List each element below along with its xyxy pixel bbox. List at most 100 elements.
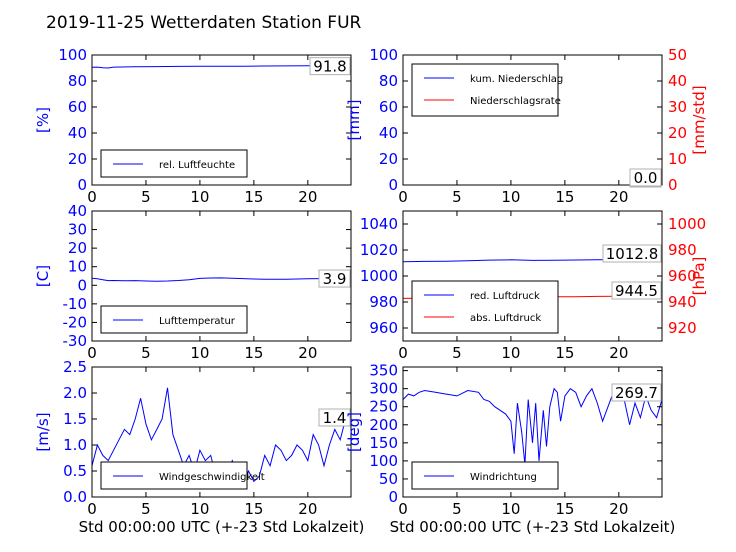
x-tick-label: 5 <box>141 500 151 518</box>
y-tick-label: 980 <box>369 293 398 311</box>
x-tick-label: 0 <box>87 188 97 206</box>
legend-label: red. Luftdruck <box>470 291 540 302</box>
y-axis-label: [C] <box>34 265 52 287</box>
legend-label: Niederschlagsrate <box>470 96 561 107</box>
legend-precipitation <box>411 63 559 117</box>
x-tick-label: 15 <box>555 344 574 362</box>
current-value-humidity-box <box>309 57 351 76</box>
current-value-humidity: 91.8 <box>313 58 346 76</box>
x-tick-label: 5 <box>452 344 462 362</box>
chart-title: 2019-11-25 Wetterdaten Station FUR <box>46 13 362 33</box>
x-tick-label: 0 <box>398 188 408 206</box>
x-tick-label: 20 <box>298 500 317 518</box>
x-tick-label: 5 <box>141 344 151 362</box>
y2-tick-label: 10 <box>668 150 687 168</box>
y-tick-label: 60 <box>68 98 87 116</box>
y-tick-label: 100 <box>369 46 398 64</box>
y2-axis-label: [mm/std] <box>690 85 708 154</box>
y-tick-label: 2.0 <box>63 384 87 402</box>
y-tick-label: 250 <box>369 398 398 416</box>
current-value-windspeed-box <box>318 408 351 427</box>
current-value-pressure-box <box>602 244 662 263</box>
legend-label: kum. Niederschlag <box>470 74 563 85</box>
x-tick-label: 10 <box>190 500 209 518</box>
y-axis-label: [mm] <box>345 100 363 141</box>
y2-tick-label: 1000 <box>668 215 706 233</box>
y-tick-label: 20 <box>68 239 87 257</box>
legend-label: abs. Luftdruck <box>470 313 541 324</box>
current-value-temperature: 3.9 <box>323 270 347 288</box>
y-tick-label: 1000 <box>360 267 398 285</box>
y-tick-label: 1.0 <box>63 436 87 454</box>
x-tick-label: 5 <box>141 188 151 206</box>
series-line-humidity-0 <box>91 65 352 69</box>
current-value-pressure: 1012.8 <box>606 245 659 263</box>
y-tick-label: 0 <box>388 176 398 194</box>
y-tick-label: 80 <box>379 72 398 90</box>
y-tick-label: 300 <box>369 380 398 398</box>
x-tick-label: 20 <box>609 500 628 518</box>
x-tick-label: 0 <box>87 500 97 518</box>
y2-tick-label: 940 <box>668 293 697 311</box>
y2-tick-label: 980 <box>668 241 697 259</box>
current-value-precipitation-box <box>629 168 662 187</box>
plot-frame-precipitation <box>402 54 663 186</box>
y-tick-label: 40 <box>68 124 87 142</box>
legend-pressure <box>411 280 559 334</box>
x-tick-label: 15 <box>555 500 574 518</box>
y2-tick-label: 0 <box>668 176 678 194</box>
x-tick-label: 0 <box>87 344 97 362</box>
y-axis-label: [%] <box>34 107 52 133</box>
x-tick-label: 10 <box>501 188 520 206</box>
legend-label: Windrichtung <box>470 472 537 483</box>
y-tick-label: 0 <box>77 176 87 194</box>
current-value-pressure-right-box <box>611 281 662 300</box>
y-tick-label: 0.0 <box>63 488 87 506</box>
y-tick-label: -30 <box>63 332 88 350</box>
y-tick-label: 350 <box>369 362 398 380</box>
plot-frame-humidity <box>91 54 352 186</box>
y-axis-label: [m/s] <box>34 412 52 451</box>
plot-frame-winddirection <box>402 366 663 498</box>
y-tick-label: 50 <box>379 470 398 488</box>
current-value-pressure-right: 944.5 <box>615 282 658 300</box>
x-tick-label: 20 <box>609 344 628 362</box>
x-tick-label: 0 <box>398 500 408 518</box>
y-tick-label: 20 <box>379 150 398 168</box>
y-tick-label: 0 <box>77 276 87 294</box>
y-tick-label: 1020 <box>360 241 398 259</box>
current-value-temperature-box <box>318 269 351 288</box>
y-tick-label: 20 <box>68 150 87 168</box>
y-tick-label: 150 <box>369 434 398 452</box>
y-tick-label: 200 <box>369 416 398 434</box>
y2-tick-label: 920 <box>668 319 697 337</box>
y2-tick-label: 30 <box>668 98 687 116</box>
y2-tick-label: 960 <box>668 267 697 285</box>
y-tick-label: 0 <box>388 488 398 506</box>
plot-frame-windspeed <box>91 366 352 498</box>
x-tick-label: 0 <box>398 344 408 362</box>
x-tick-label: 5 <box>452 188 462 206</box>
y-tick-label: -20 <box>63 313 88 331</box>
x-tick-label: 15 <box>244 188 263 206</box>
y2-tick-label: 50 <box>668 46 687 64</box>
x-tick-label: 10 <box>501 344 520 362</box>
y-tick-label: 1.5 <box>63 410 87 428</box>
y-tick-label: 100 <box>369 452 398 470</box>
x-tick-label: 15 <box>555 188 574 206</box>
y-axis-label: [deg] <box>345 412 363 452</box>
legend-label: Windgeschwindigkeit <box>159 472 265 483</box>
x-axis-label: Std 00:00:00 UTC (+-23 Std Lokalzeit) <box>79 518 365 536</box>
x-tick-label: 10 <box>190 344 209 362</box>
y-tick-label: 0.5 <box>63 462 87 480</box>
panel-humidity: 0 5 10 15 20 0 20 40 60 80 100 [%] 91.8 rel. Luftfeuc… <box>34 46 352 206</box>
panel-precipitation: 0 5 10 15 20 0 20 40 60 80 100 0 10 20 30 40 50 [mm/std] [… <box>345 46 708 206</box>
y2-tick-label: 40 <box>668 72 687 90</box>
x-tick-label: 15 <box>244 344 263 362</box>
current-value-winddirection: 269.7 <box>615 384 658 402</box>
panel-windspeed: 0 5 10 15 20 0.0 0.5 1.0 1.5 2.0 2.5 [m/s] Std 00:00… <box>34 358 364 536</box>
legend-humidity <box>100 149 248 178</box>
